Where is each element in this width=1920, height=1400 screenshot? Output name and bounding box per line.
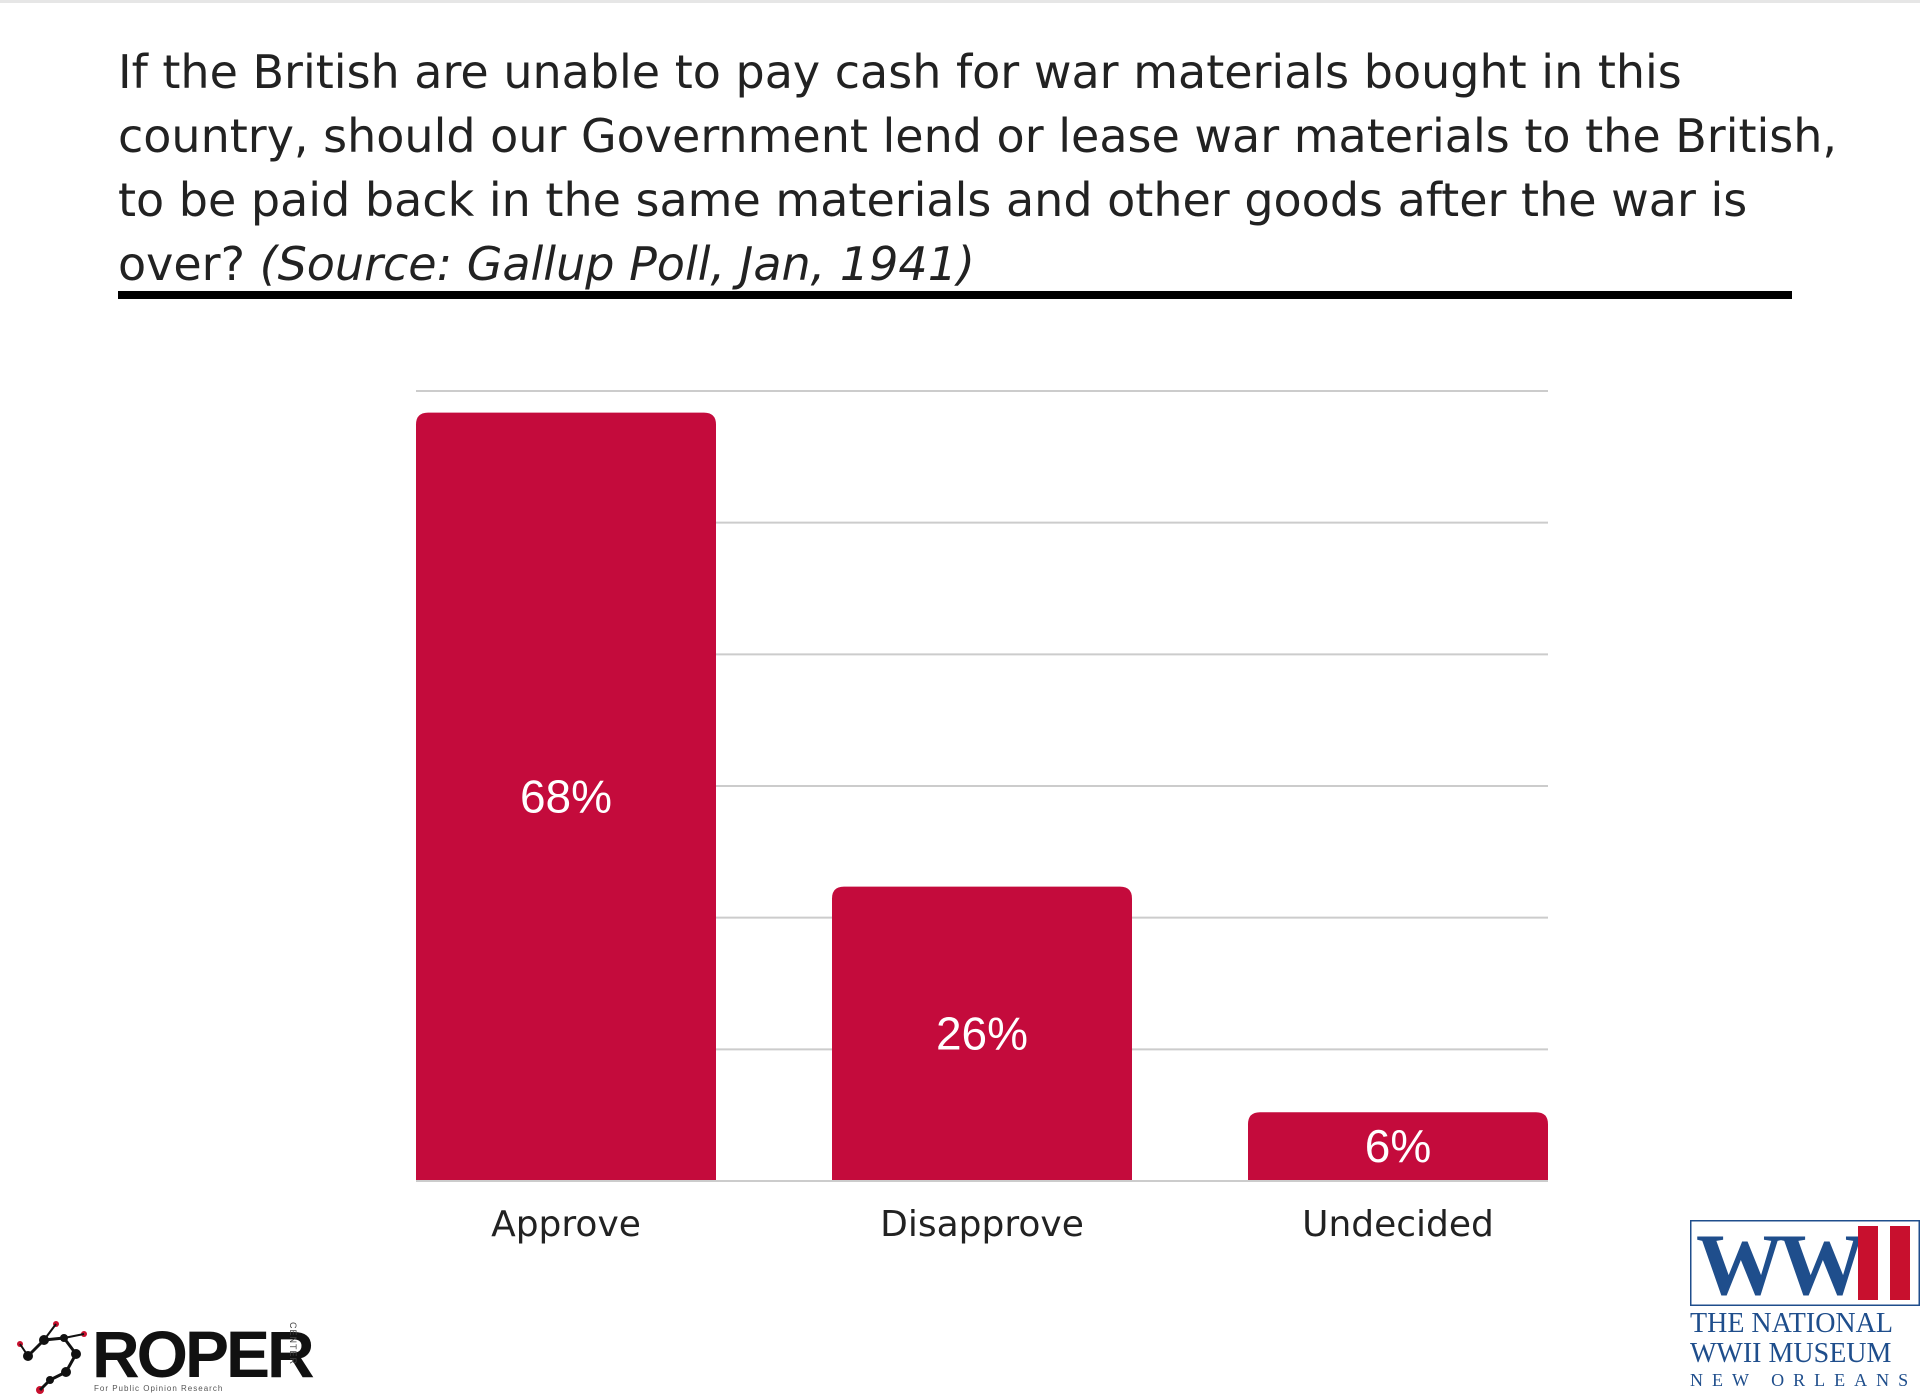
data-label-undecided: 6% <box>1365 1120 1431 1172</box>
bars <box>416 412 1548 1181</box>
roper-wordmark: ROPER <box>92 1317 315 1391</box>
roper-center-logo <box>17 1321 87 1394</box>
bar-chart: 68% 26% 6% Approve Disapprove Undecided <box>416 390 1548 1245</box>
category-label-disapprove: Disapprove <box>880 1204 1084 1245</box>
chart-question: If the British are unable to pay cash fo… <box>118 40 1838 296</box>
question-text: If the British are unable to pay cash fo… <box>118 45 1838 291</box>
top-border <box>0 0 1920 3</box>
data-label-disapprove: 26% <box>936 1007 1028 1059</box>
roper-side-text: CENTER <box>288 1322 298 1366</box>
bar-disapprove <box>832 886 1132 1180</box>
category-label-undecided: Undecided <box>1302 1204 1494 1245</box>
category-label-approve: Approve <box>491 1204 641 1245</box>
museum-mark-ww: WW <box>1696 1220 1865 1306</box>
roper-subtitle: For Public Opinion Research <box>94 1384 224 1393</box>
data-label-approve: 68% <box>520 770 612 822</box>
divider-rule <box>118 291 1792 299</box>
question-source: (Source: Gallup Poll, Jan, 1941) <box>259 237 975 291</box>
category-labels: Approve Disapprove Undecided <box>491 1204 1494 1245</box>
wwii-museum-logo-mark: WW <box>1690 1220 1920 1306</box>
museum-line-1: THE NATIONAL <box>1690 1308 1893 1339</box>
bar-approve <box>416 412 716 1181</box>
roper-molecule-icon <box>17 1321 87 1394</box>
data-labels: 68% 26% 6% <box>520 770 1431 1172</box>
museum-line-2: WWII MUSEUM <box>1690 1338 1892 1369</box>
bar-undecided <box>1248 1112 1548 1180</box>
museum-line-3: NEW ORLEANS <box>1690 1370 1918 1390</box>
